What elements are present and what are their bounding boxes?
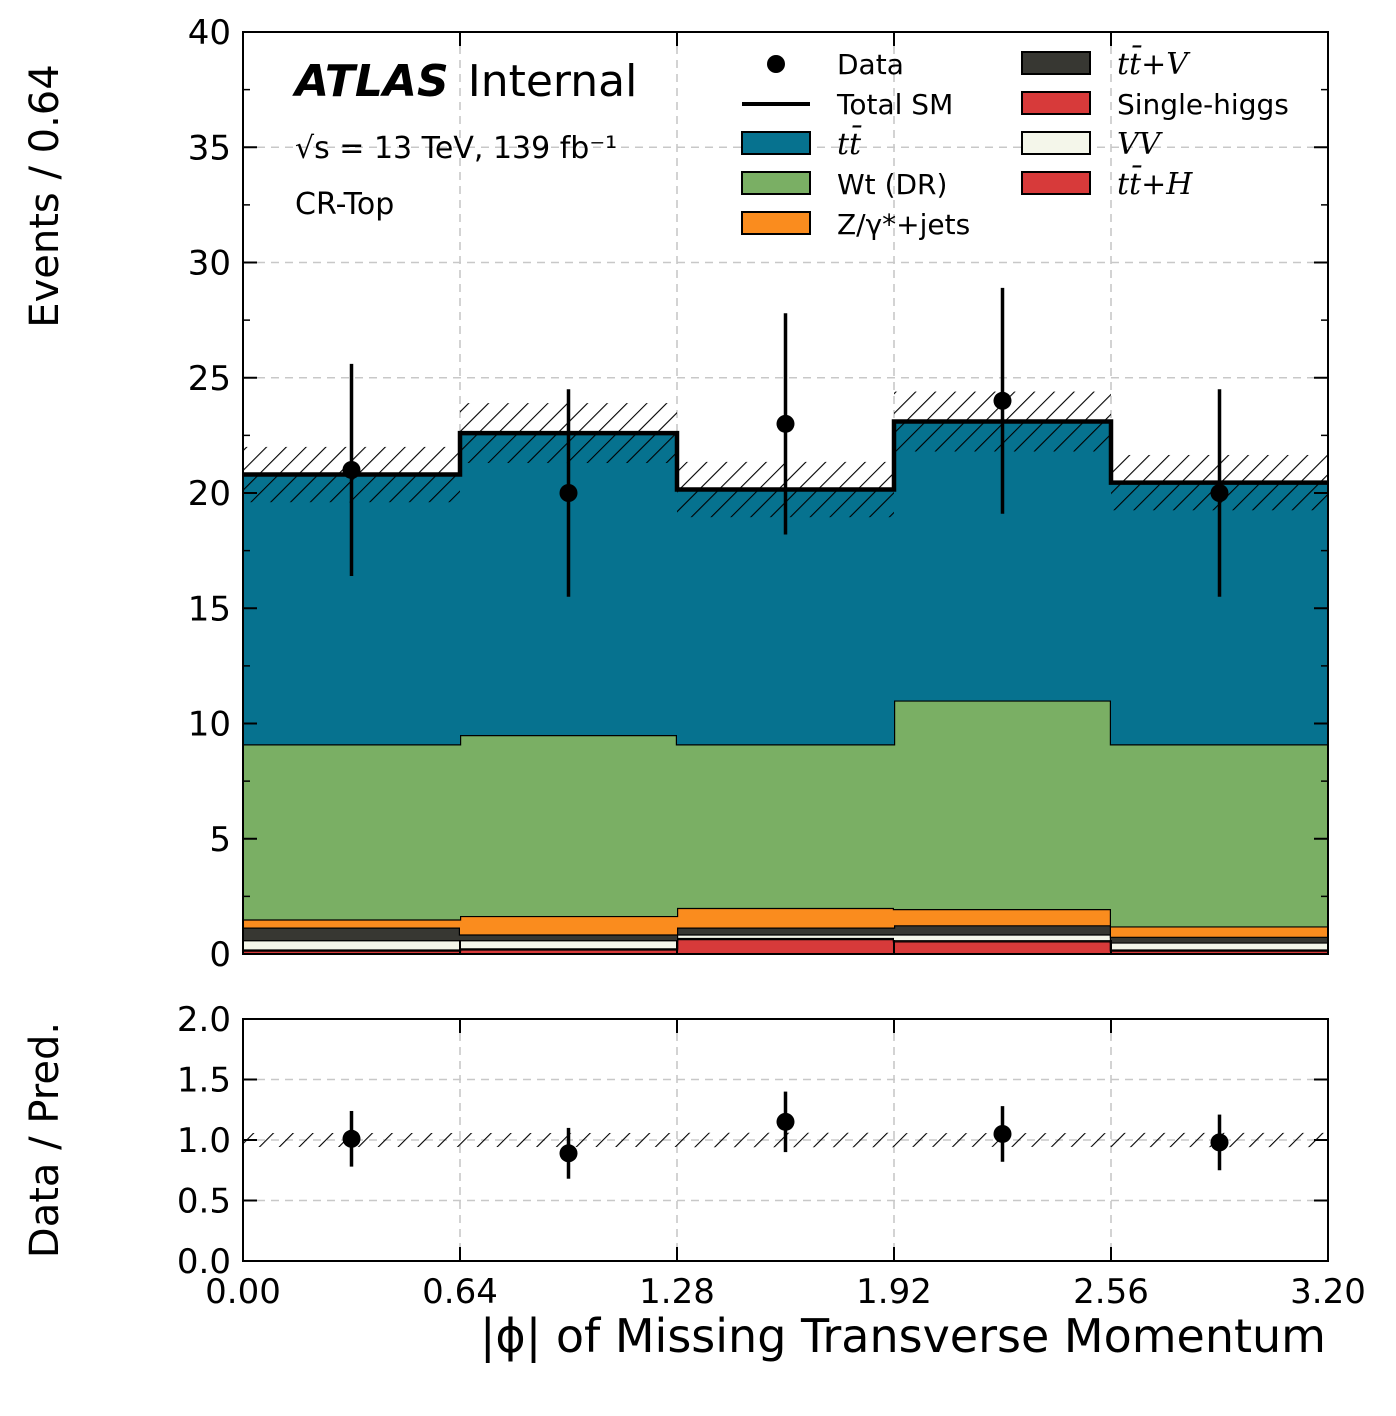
data-point-3 bbox=[993, 391, 1012, 410]
main-data-points bbox=[342, 287, 1229, 597]
legend-label-total: Total SM bbox=[836, 88, 953, 121]
main-ytick-label-6: 30 bbox=[188, 244, 231, 284]
main-ytick-label-1: 5 bbox=[209, 820, 231, 860]
legend-swatch-vv bbox=[1021, 131, 1091, 155]
main-ytick-label-5: 25 bbox=[188, 359, 231, 399]
legend-marker-data bbox=[767, 55, 785, 73]
region-label: CR-Top bbox=[295, 187, 394, 222]
main-ytick-label-7: 35 bbox=[188, 128, 231, 168]
main-ytick-label-8: 40 bbox=[188, 13, 231, 53]
ratio-point-4 bbox=[1210, 1133, 1229, 1152]
legend-swatch-sh bbox=[1021, 91, 1091, 115]
data-point-1 bbox=[559, 484, 578, 502]
legend-entry-tth: tt̄+H bbox=[1021, 164, 1193, 202]
legend-label-sh: Single-higgs bbox=[1117, 88, 1289, 121]
legend-label-data: Data bbox=[837, 48, 904, 81]
legend-entry-vv: VV bbox=[1021, 127, 1164, 162]
legend-label-zjets: Z/γ*+jets bbox=[837, 208, 970, 241]
ratio-ytick-label-2: 1.0 bbox=[177, 1121, 231, 1161]
legend-entry-zjets: Z/γ*+jets bbox=[741, 208, 970, 241]
legend-swatch-ttv bbox=[1021, 51, 1091, 75]
legend-swatch-tt bbox=[741, 131, 811, 155]
legend-label-tt: tt̄ bbox=[837, 124, 862, 162]
atlas-bold-label: ATLAS bbox=[292, 56, 449, 107]
ratio-ytick-label-3: 1.5 bbox=[177, 1061, 231, 1101]
x-axis-title: |ϕ| of Missing Transverse Momentum bbox=[480, 1309, 1326, 1364]
main-ytick-label-4: 20 bbox=[188, 474, 231, 514]
legend-label-tth: tt̄+H bbox=[1117, 164, 1193, 202]
ratio-grid bbox=[243, 1019, 1328, 1261]
data-point-0 bbox=[342, 460, 361, 479]
legend-swatch-zjets bbox=[741, 211, 811, 235]
x-tick-label-1: 0.64 bbox=[422, 1272, 498, 1312]
x-tick-label-0: 0.00 bbox=[205, 1272, 281, 1312]
x-tick-label-3: 1.92 bbox=[856, 1272, 932, 1312]
ratio-data-points bbox=[342, 1091, 1229, 1179]
x-tick-label-2: 1.28 bbox=[639, 1272, 715, 1312]
ratio-point-0 bbox=[342, 1129, 361, 1148]
main-ytick-label-2: 10 bbox=[188, 705, 231, 745]
legend-entry-total: Total SM bbox=[742, 88, 953, 121]
legend-swatch-tth bbox=[1021, 171, 1091, 195]
legend-entry-data: Data bbox=[767, 48, 904, 81]
ratio-point-3 bbox=[993, 1124, 1012, 1143]
data-point-4 bbox=[1210, 484, 1229, 502]
stack-band-tt-v bbox=[243, 925, 1328, 943]
stack-band-wt-dr bbox=[243, 700, 1328, 927]
legend-entry-tt: tt̄ bbox=[741, 124, 862, 162]
ratio-axes: 0.0 0.5 1.0 1.5 2.0 0.00 0.64 1.28 1.92 2.56 3.20 bbox=[177, 1000, 1366, 1312]
atlas-status-label: Internal bbox=[468, 56, 638, 107]
legend-label-ttv: tt̄+V bbox=[1117, 44, 1191, 82]
legend-label-wt: Wt (DR) bbox=[837, 168, 947, 201]
ratio-y-axis-title: Data / Pred. bbox=[22, 1022, 68, 1258]
legend-label-vv: VV bbox=[1117, 127, 1164, 162]
data-point-2 bbox=[776, 414, 795, 433]
atlas-label: ATLAS Internal bbox=[292, 56, 637, 107]
main-ytick-label-3: 15 bbox=[188, 589, 231, 629]
x-tick-label-4: 2.56 bbox=[1073, 1272, 1149, 1312]
x-tick-label-5: 3.20 bbox=[1290, 1272, 1366, 1312]
main-axes: 0 5 10 15 20 25 30 35 40 bbox=[188, 13, 1329, 975]
ratio-ytick-label-4: 2.0 bbox=[177, 1000, 231, 1040]
ratio-ytick-label-1: 0.5 bbox=[177, 1182, 231, 1222]
legend: Data Total SM tt̄ Wt (DR) Z/γ*+jets tt̄+V Sing… bbox=[741, 44, 1289, 241]
stack-band-tt bbox=[243, 421, 1328, 745]
legend-entry-ttv: tt̄+V bbox=[1021, 44, 1191, 82]
energy-lumi-label: √s = 13 TeV, 139 fb⁻¹ bbox=[295, 131, 617, 166]
ratio-point-2 bbox=[776, 1112, 795, 1131]
legend-entry-wt: Wt (DR) bbox=[741, 168, 947, 201]
legend-entry-sh: Single-higgs bbox=[1021, 88, 1289, 121]
main-ytick-label-0: 0 bbox=[209, 935, 231, 975]
stack-band-z-jets bbox=[243, 907, 1328, 937]
main-y-axis-title: Events / 0.64 bbox=[22, 64, 68, 327]
stack-band-vv bbox=[243, 934, 1328, 950]
ratio-point-1 bbox=[559, 1144, 578, 1163]
ratio-ytick-label-0: 0.0 bbox=[177, 1242, 231, 1282]
legend-swatch-wt bbox=[741, 171, 811, 195]
